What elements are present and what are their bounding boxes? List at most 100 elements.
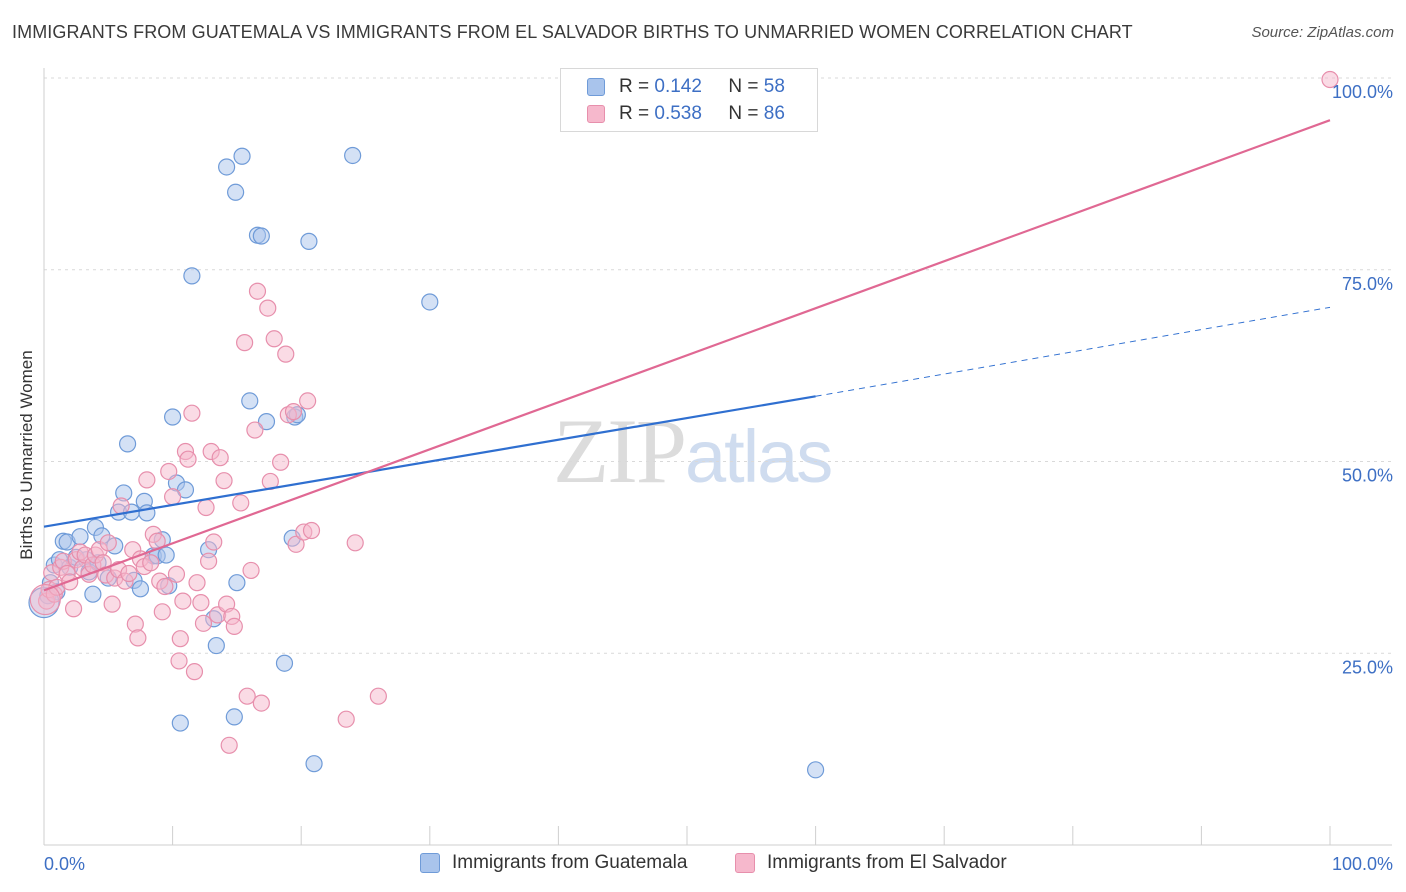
legend-n-label: N = <box>728 103 759 124</box>
point-el-salvador <box>1321 70 1339 89</box>
x-tick-label: 0.0% <box>44 854 85 874</box>
point-el-salvador <box>129 629 147 647</box>
point-el-salvador <box>103 595 121 613</box>
point-guatemala <box>225 708 243 726</box>
point-el-salvador <box>183 404 201 422</box>
legend-swatch-guatemala <box>420 853 440 873</box>
point-el-salvador <box>211 449 229 467</box>
legend-swatch-guatemala <box>587 78 605 96</box>
point-el-salvador <box>252 694 270 712</box>
point-guatemala <box>207 636 225 655</box>
point-guatemala <box>275 654 294 672</box>
trend-line-el-salvador <box>43 119 1331 592</box>
legend-r-value: 0.538 <box>654 103 702 124</box>
point-el-salvador <box>205 533 223 551</box>
y-axis-label: Births to Unmarried Women <box>17 350 36 560</box>
point-guatemala <box>228 574 246 592</box>
point-guatemala <box>257 413 276 431</box>
point-el-salvador <box>194 614 213 632</box>
point-el-salvador <box>299 392 317 410</box>
point-guatemala <box>241 392 259 410</box>
y-tick-label: 100.0% <box>1332 82 1393 102</box>
point-el-salvador <box>246 421 264 439</box>
watermark: ZIPatlas <box>553 398 833 504</box>
trend-lines <box>43 119 1331 592</box>
point-guatemala <box>183 267 201 285</box>
legend-r-label: R = <box>619 76 650 97</box>
point-el-salvador <box>369 687 387 705</box>
point-guatemala <box>218 158 236 176</box>
point-guatemala <box>344 146 362 165</box>
y-tick-label: 25.0% <box>1342 657 1393 677</box>
point-el-salvador <box>188 574 206 592</box>
point-el-salvador <box>160 462 178 481</box>
trend-line-guatemala-extension <box>815 306 1331 397</box>
legend-item-el-salvador: Immigrants from El Salvador <box>735 852 1007 874</box>
point-guatemala <box>157 546 175 564</box>
point-el-salvador <box>153 603 171 621</box>
point-el-salvador <box>174 592 192 610</box>
point-el-salvador <box>167 565 186 583</box>
legend-label-guatemala: Immigrants from Guatemala <box>452 852 688 873</box>
y-tick-label: 50.0% <box>1342 466 1393 486</box>
point-el-salvador <box>179 450 197 468</box>
point-guatemala <box>71 528 89 546</box>
legend-swatch-el-salvador <box>587 105 605 123</box>
point-el-salvador <box>284 403 303 421</box>
point-el-salvador <box>29 583 61 616</box>
point-el-salvador <box>185 663 204 681</box>
point-el-salvador <box>242 561 260 580</box>
point-el-salvador <box>171 630 189 648</box>
point-el-salvador <box>112 497 130 515</box>
x-tick-label: 100.0% <box>1332 854 1393 874</box>
point-el-salvador <box>200 552 218 570</box>
point-guatemala <box>131 580 150 598</box>
legend-label-el-salvador: Immigrants from El Salvador <box>767 852 1007 873</box>
point-guatemala <box>171 714 189 732</box>
point-el-salvador <box>259 299 277 317</box>
point-el-salvador <box>170 652 188 670</box>
legend-r-label: R = <box>619 103 650 124</box>
point-el-salvador <box>120 564 138 583</box>
legend-n-value: 58 <box>763 76 785 97</box>
stats-legend: R = 0.142 N = 58 R = 0.538 N = 86 <box>560 68 818 132</box>
point-el-salvador <box>265 330 283 348</box>
point-el-salvador <box>99 534 117 552</box>
point-el-salvador <box>64 600 83 618</box>
data-points <box>28 70 1339 779</box>
point-el-salvador <box>164 488 182 506</box>
point-guatemala <box>305 755 323 773</box>
point-guatemala <box>84 585 102 603</box>
point-el-salvador <box>277 345 295 363</box>
point-guatemala <box>300 232 318 250</box>
point-guatemala <box>421 293 439 311</box>
trend-line-guatemala <box>43 395 816 528</box>
point-el-salvador <box>215 472 233 490</box>
point-guatemala <box>164 408 182 426</box>
point-guatemala <box>806 761 825 779</box>
series-legend: Immigrants from Guatemala Immigrants fro… <box>0 852 1406 878</box>
tick-labels: 25.0% 50.0% 75.0% 100.0% 0.0% 100.0% <box>44 82 1393 874</box>
point-el-salvador <box>232 494 250 512</box>
point-el-salvador <box>248 282 267 300</box>
point-guatemala <box>227 183 245 201</box>
legend-r-value: 0.142 <box>654 76 702 97</box>
point-el-salvador <box>138 471 156 489</box>
source-label: Source: ZipAtlas.com <box>1251 24 1394 41</box>
y-tick-label: 75.0% <box>1342 274 1393 294</box>
point-el-salvador <box>156 577 174 596</box>
point-el-salvador <box>225 617 243 636</box>
point-guatemala <box>252 227 270 245</box>
legend-n-value: 86 <box>763 103 785 124</box>
point-el-salvador <box>236 334 254 352</box>
point-el-salvador <box>220 736 238 754</box>
watermark-zip: ZIP <box>553 400 687 502</box>
point-el-salvador <box>287 535 305 553</box>
point-el-salvador <box>346 534 364 552</box>
point-el-salvador <box>337 710 355 728</box>
point-el-salvador <box>192 594 210 612</box>
axes <box>43 68 1392 846</box>
chart-title: IMMIGRANTS FROM GUATEMALA VS IMMIGRANTS … <box>12 22 1133 42</box>
point-guatemala <box>233 147 251 165</box>
